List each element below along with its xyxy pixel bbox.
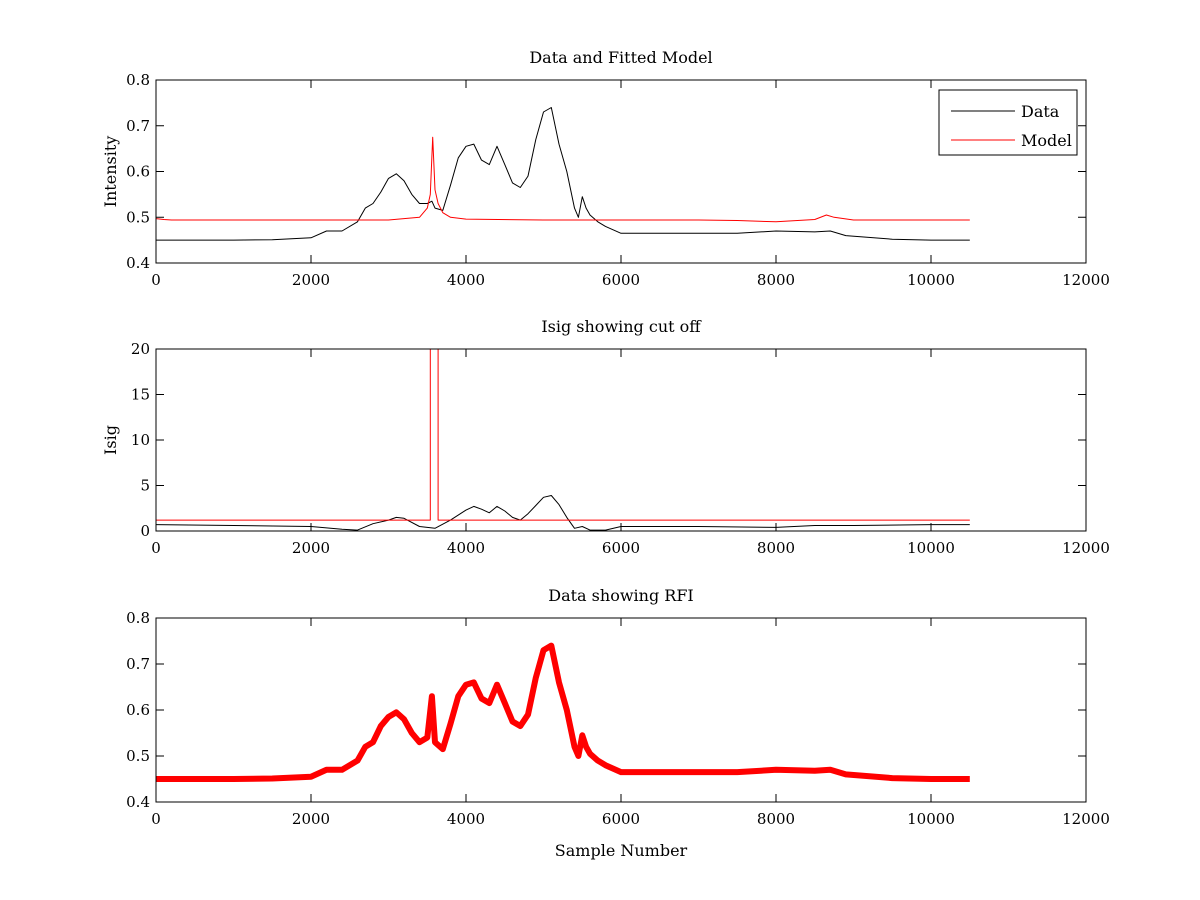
y-tick-label: 0.5 (126, 208, 150, 226)
series-1-line (156, 642, 970, 782)
x-tick-label: 10000 (907, 539, 955, 557)
y-tick-label: 0.4 (126, 254, 150, 272)
x-tick-label: 2000 (292, 810, 330, 828)
x-tick-label: 4000 (447, 539, 485, 557)
chart-title: Data and Fitted Model (529, 48, 712, 67)
x-tick-label: 0 (151, 810, 161, 828)
y-tick-label: 0.5 (126, 747, 150, 765)
x-tick-label: 0 (151, 271, 161, 289)
y-tick-label: 0.8 (126, 71, 150, 89)
legend: Data Model (938, 89, 1078, 156)
y-tick-label: 15 (131, 386, 150, 404)
series-model-line (156, 136, 970, 223)
y-tick-label: 0.6 (126, 701, 150, 719)
y-tick-label: 0.4 (126, 793, 150, 811)
legend-label-model: Model (1021, 131, 1072, 150)
chart-title: Isig showing cut off (541, 317, 702, 336)
x-tick-label: 12000 (1062, 539, 1110, 557)
x-tick-label: 10000 (907, 271, 955, 289)
legend-box (938, 89, 1078, 156)
y-tick-label: 0.7 (126, 655, 150, 673)
y-axis-label: Intensity (101, 136, 120, 208)
y-tick-label: 0 (140, 522, 150, 540)
y-axis-label: Isig (101, 425, 120, 455)
subplot-2: 0 2000 4000 6000 8000 10000 12000 0 5 10 15 20 Isig … (101, 317, 1110, 557)
x-tick-label: 6000 (602, 810, 640, 828)
x-tick-label: 10000 (907, 810, 955, 828)
x-tick-label: 6000 (602, 271, 640, 289)
chart-title: Data showing RFI (548, 586, 693, 605)
x-tick-label: 4000 (447, 271, 485, 289)
x-tick-label: 0 (151, 539, 161, 557)
y-tick-label: 0.8 (126, 609, 150, 627)
x-tick-label: 8000 (757, 539, 795, 557)
legend-label-data: Data (1021, 102, 1060, 121)
y-tick-label: 5 (140, 477, 150, 495)
x-tick-label: 2000 (292, 271, 330, 289)
x-tick-label: 12000 (1062, 271, 1110, 289)
subplot-1: 0 2000 4000 6000 8000 10000 12000 0.4 0.5 0.6 0.7 0… (101, 48, 1110, 289)
series-data-line (156, 107, 970, 241)
y-tick-label: 0.7 (126, 117, 150, 135)
y-tick-label: 0.6 (126, 163, 150, 181)
y-tick-label: 10 (131, 431, 150, 449)
x-tick-label: 4000 (447, 810, 485, 828)
subplot-3: 0 2000 4000 6000 8000 10000 12000 0.4 0.5 0.6 0.7 0… (126, 586, 1110, 860)
x-tick-label: 2000 (292, 539, 330, 557)
x-tick-label: 8000 (757, 810, 795, 828)
series-2-line (156, 349, 970, 521)
x-tick-label: 8000 (757, 271, 795, 289)
x-tick-label: 12000 (1062, 810, 1110, 828)
x-axis-label: Sample Number (555, 841, 688, 860)
y-tick-label: 20 (131, 340, 150, 358)
x-tick-label: 6000 (602, 539, 640, 557)
